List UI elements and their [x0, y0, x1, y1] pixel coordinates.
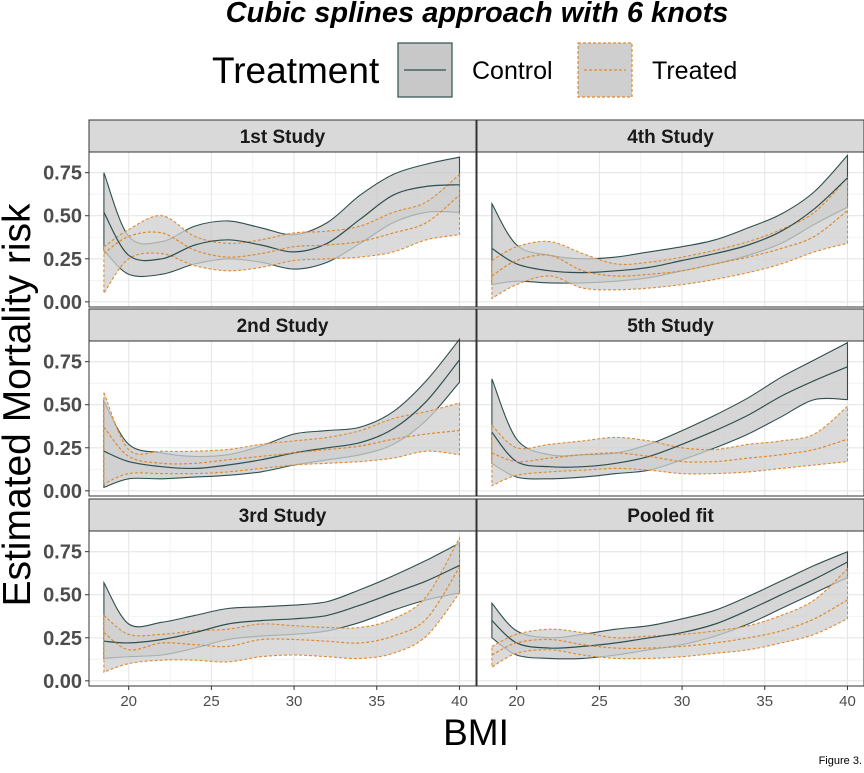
- facet-strip-label: 3rd Study: [239, 506, 327, 527]
- facet-strip-label: 2nd Study: [237, 316, 329, 337]
- facet-panel: Pooled fit 20 25 30 35 40: [476, 498, 864, 710]
- series-line-control: [491, 561, 848, 649]
- series-line-treated: [491, 599, 848, 656]
- series-line-control: [103, 564, 460, 644]
- chart-title: Cubic splines approach with 6 knots: [226, 0, 729, 29]
- y-tick-label: 0.50: [43, 206, 82, 228]
- panel-border: [88, 151, 477, 308]
- x-axis-label: BMI: [443, 712, 509, 753]
- ci-ribbon-treated: [103, 173, 461, 295]
- panel-border: [476, 340, 864, 497]
- series-line-control: [103, 359, 460, 470]
- x-tick-label: 25: [591, 693, 608, 710]
- y-tick-label: 0.75: [43, 352, 82, 374]
- figure-caption: Figure 3.: [819, 755, 862, 767]
- facet-strip: [476, 119, 864, 153]
- legend-title: Treatment: [212, 50, 380, 91]
- x-tick-label: 20: [508, 693, 525, 710]
- x-tick-label: 30: [674, 693, 691, 710]
- x-tick-label: 30: [286, 693, 303, 710]
- ci-ribbon-treated: [491, 567, 849, 669]
- panel-border: [476, 530, 864, 687]
- ci-ribbon-treated: [103, 392, 461, 485]
- facet-strip: [476, 498, 864, 532]
- series-line-treated: [491, 438, 848, 463]
- facet-strip: [88, 119, 477, 153]
- legend-key-treated: [577, 42, 633, 98]
- y-tick-label: 0.00: [43, 481, 82, 503]
- ci-ribbon-treated: [103, 535, 461, 673]
- series-line-control: [103, 184, 460, 262]
- facet-strip-label: Pooled fit: [627, 506, 714, 527]
- x-tick-label: 20: [120, 693, 137, 710]
- y-tick-label: 0.00: [43, 671, 82, 693]
- y-tick-label: 0.50: [43, 585, 82, 607]
- facet-strip-label: 5th Study: [627, 316, 714, 337]
- series-line-treated: [103, 566, 461, 651]
- x-tick-label: 35: [756, 693, 773, 710]
- y-tick-label: 0.25: [43, 249, 82, 271]
- ci-ribbon-treated: [491, 176, 849, 300]
- series-line-control: [491, 177, 848, 274]
- facet-strip: [88, 308, 477, 342]
- legend-key-control: [397, 42, 453, 98]
- y-tick-label: 0.25: [43, 438, 82, 460]
- facet-strip-label: 4th Study: [627, 127, 714, 148]
- facet-panel: 5th Study: [476, 308, 864, 497]
- y-tick-label: 0.50: [43, 395, 82, 417]
- facet-panels: 1st Study 0.00 0.25 0.50 0.75 4th Study 2nd St…: [43, 119, 864, 710]
- legend-label-control: Control: [472, 57, 553, 85]
- x-tick-label: 40: [451, 693, 468, 710]
- x-tick-label: 35: [368, 693, 385, 710]
- series-line-control: [491, 366, 848, 468]
- panel-border: [88, 530, 477, 687]
- y-tick-label: 0.00: [43, 292, 82, 314]
- series-line-treated: [491, 210, 848, 277]
- panel-border: [88, 340, 477, 497]
- ci-ribbon-treated: [491, 405, 849, 487]
- facet-panel: 2nd Study 0.00 0.25 0.50 0.75: [43, 308, 477, 503]
- y-tick-label: 0.25: [43, 628, 82, 650]
- y-axis-label: Estimated Mortality risk: [0, 203, 39, 607]
- x-tick-label: 25: [203, 693, 220, 710]
- facet-panel: 3rd Study 0.00 0.25 0.50 0.75 20 25 30 35 40: [43, 498, 477, 710]
- legend-label-treated: Treated: [652, 57, 737, 85]
- y-tick-label: 0.75: [43, 163, 82, 185]
- x-tick-label: 40: [839, 693, 856, 710]
- y-tick-label: 0.75: [43, 542, 82, 564]
- facet-panel: 4th Study: [476, 119, 864, 308]
- panel-border: [476, 151, 864, 308]
- facet-strip: [88, 498, 477, 532]
- facet-strip-label: 1st Study: [240, 127, 326, 148]
- facet-panel: 1st Study 0.00 0.25 0.50 0.75: [43, 119, 477, 314]
- series-line-treated: [103, 194, 460, 258]
